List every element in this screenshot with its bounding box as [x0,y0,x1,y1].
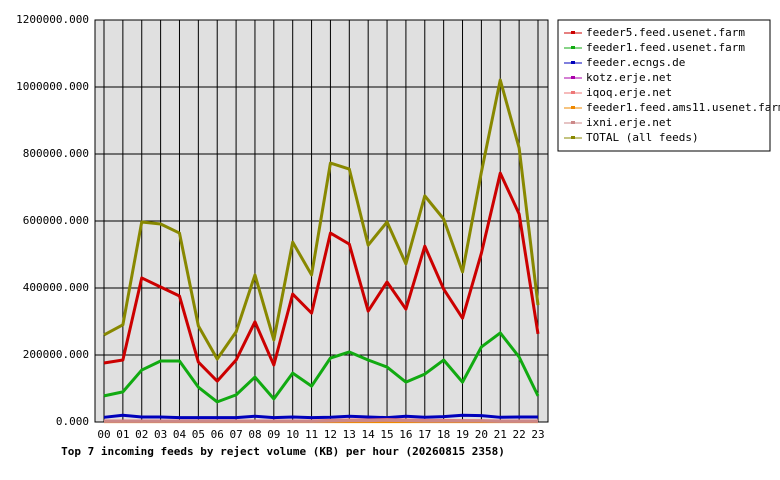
x-tick-label: 18 [437,428,450,441]
y-tick-label: 1000000.000 [16,80,89,93]
x-tick-label: 21 [494,428,507,441]
x-tick-label: 05 [192,428,205,441]
legend-label: kotz.erje.net [586,71,672,84]
series-line [103,331,540,404]
x-tick-label: 09 [267,428,280,441]
x-tick-label: 20 [475,428,488,441]
x-tick-label: 19 [456,428,469,441]
x-tick-label: 10 [286,428,299,441]
legend-label: feeder.ecngs.de [586,56,685,69]
chart-title: Top 7 incoming feeds by reject volume (K… [61,445,505,458]
x-tick-label: 06 [211,428,224,441]
y-tick-label: 0.000 [56,415,89,428]
legend-label: feeder1.feed.ams11.usenet.farm [586,101,780,114]
x-tick-label: 17 [418,428,431,441]
legend-label: iqoq.erje.net [586,86,672,99]
legend-marker [571,31,575,34]
y-tick-label: 200000.000 [23,348,89,361]
legend-label: TOTAL (all feeds) [586,131,699,144]
legend-marker [571,121,575,124]
x-tick-label: 07 [229,428,242,441]
x-tick-label: 16 [399,428,412,441]
legend-marker [571,61,575,64]
x-tick-label: 12 [324,428,337,441]
legend [557,19,771,152]
x-tick-label: 02 [135,428,148,441]
x-tick-label: 22 [513,428,526,441]
series-line [103,413,538,420]
series-line [103,171,540,383]
x-tick-label: 03 [154,428,167,441]
y-tick-label: 1200000.000 [16,13,89,26]
y-tick-label: 600000.000 [23,214,89,227]
legend-marker [571,136,575,139]
x-tick-label: 11 [305,428,318,441]
x-tick-label: 13 [343,428,356,441]
x-tick-label: 08 [248,428,261,441]
legend-marker [571,91,575,94]
legend-marker [571,76,575,79]
x-tick-label: 23 [531,428,544,441]
legend-label: feeder1.feed.usenet.farm [586,41,745,54]
legend-label: feeder5.feed.usenet.farm [586,26,745,39]
x-tick-label: 01 [116,428,129,441]
x-tick-label: 04 [173,428,187,441]
y-tick-label: 800000.000 [23,147,89,160]
x-tick-label: 00 [97,428,110,441]
y-tick-label: 400000.000 [23,281,89,294]
legend-marker [571,46,575,49]
legend-label: ixni.erje.net [586,116,672,129]
x-tick-label: 15 [380,428,393,441]
legend-marker [571,106,575,109]
x-tick-label: 14 [362,428,376,441]
series-line [103,78,540,361]
series-line [104,418,538,423]
